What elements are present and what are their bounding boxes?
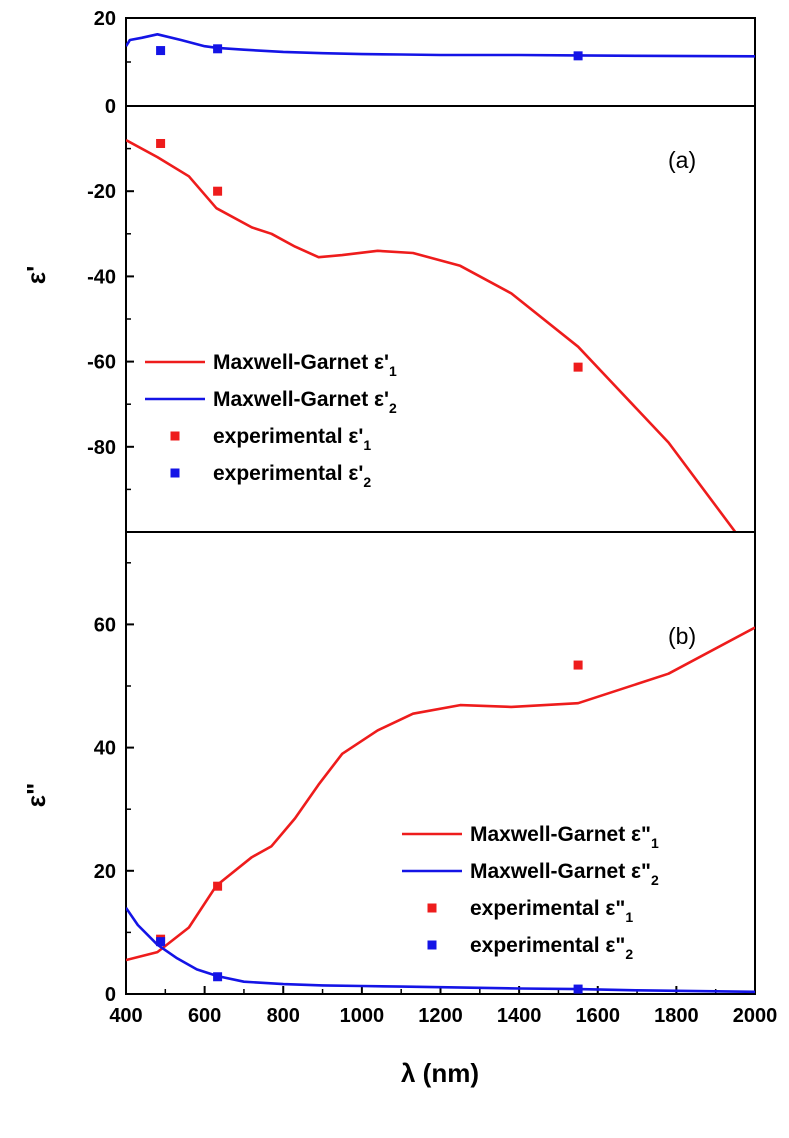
legend-label-text: Maxwell-Garnet ε" bbox=[470, 823, 651, 846]
plot-frame-a bbox=[125, 17, 756, 533]
series-0-1-line bbox=[126, 33, 755, 58]
series-1-2-point bbox=[573, 660, 583, 670]
legend-label-subscript: 2 bbox=[625, 946, 633, 962]
x-tick-label: 1000 bbox=[340, 1005, 385, 1027]
y-ticks-b bbox=[126, 562, 134, 995]
x-tick-labels: 400 600 800 1000 1200 1400 1600 1800 2000 bbox=[109, 1005, 777, 1027]
series-0-2-point bbox=[213, 186, 223, 196]
legend-label-text: experimental ε' bbox=[213, 462, 363, 485]
legend-label: experimental ε"2 bbox=[470, 934, 633, 962]
x-tick-label: 1600 bbox=[576, 1005, 621, 1027]
legend-label-text: Maxwell-Garnet ε' bbox=[213, 351, 389, 374]
legend-swatch-marker bbox=[170, 431, 180, 441]
legend-swatch-marker bbox=[427, 940, 437, 950]
x-axis-label: λ (nm) bbox=[401, 1058, 479, 1088]
panel-label-b: (b) bbox=[668, 623, 696, 649]
plot-frame-b bbox=[125, 531, 756, 995]
plot-area-b bbox=[126, 626, 755, 994]
plot-area-a bbox=[126, 33, 755, 532]
chart-panel-b: 0 20 40 60 400 600 800 1000 1200 1400 1600 1800 200… bbox=[21, 531, 777, 1088]
legend-label: Maxwell-Garnet ε"2 bbox=[470, 860, 659, 888]
y-axis-label-a: ε' bbox=[21, 266, 51, 285]
legend-label: Maxwell-Garnet ε'1 bbox=[213, 351, 397, 379]
x-tick-label: 400 bbox=[109, 1005, 142, 1027]
legend-label-text: experimental ε" bbox=[470, 897, 625, 920]
y-tick-label-a: -40 bbox=[87, 266, 116, 288]
x-tick-label: 1200 bbox=[418, 1005, 463, 1027]
series-0-3-point bbox=[213, 44, 223, 54]
legend-label-subscript: 2 bbox=[651, 872, 659, 888]
y-tick-label-b: 20 bbox=[94, 861, 116, 883]
chart-panel-a: 0 20 -20 -40 -60 -80 (a) ε' Maxwell-Garnet ε'… bbox=[21, 8, 756, 533]
series-0-2-point bbox=[156, 138, 166, 148]
x-tick-label: 600 bbox=[188, 1005, 221, 1027]
series-0-2-point bbox=[573, 362, 583, 372]
series-1-3-point bbox=[156, 937, 166, 947]
legend-label: experimental ε'1 bbox=[213, 425, 371, 453]
legend-swatch-marker bbox=[170, 468, 180, 478]
legend-label: Maxwell-Garnet ε'2 bbox=[213, 388, 397, 416]
y-tick-label-a: -60 bbox=[87, 352, 116, 374]
legend-swatch-marker bbox=[427, 903, 437, 913]
series-1-3-point bbox=[213, 972, 223, 982]
y-tick-label-b: 0 bbox=[105, 984, 116, 1006]
series-0-0-line bbox=[126, 138, 737, 532]
legend-label-subscript: 2 bbox=[389, 400, 397, 416]
series-1-0-line bbox=[126, 626, 755, 962]
panel-label-a: (a) bbox=[668, 147, 696, 173]
x-tick-label: 1800 bbox=[654, 1005, 699, 1027]
series-0-3-point bbox=[156, 46, 166, 56]
y-tick-label-b: 60 bbox=[94, 614, 116, 636]
y-tick-label-a: -80 bbox=[87, 437, 116, 459]
legend-label-text: experimental ε" bbox=[470, 934, 625, 957]
series-1-3-point bbox=[573, 984, 583, 994]
series-1-1-line bbox=[126, 907, 755, 994]
legend-label-subscript: 1 bbox=[651, 835, 659, 851]
y-tick-label-a: -20 bbox=[87, 181, 116, 203]
legend-label-subscript: 1 bbox=[363, 437, 371, 453]
legend-label-text: Maxwell-Garnet ε' bbox=[213, 388, 389, 411]
legend-label: Maxwell-Garnet ε"1 bbox=[470, 823, 659, 851]
y-tick-labels-b: 0 20 40 60 bbox=[94, 614, 116, 1006]
legend-label: experimental ε"1 bbox=[470, 897, 633, 925]
y-axis-label-b: ε" bbox=[21, 783, 51, 808]
legend-label-subscript: 2 bbox=[363, 474, 371, 490]
series-0-3-point bbox=[573, 51, 583, 61]
y-tick-label-a: 0 bbox=[105, 96, 116, 118]
y-tick-labels-a: 0 20 -20 -40 -60 -80 bbox=[87, 8, 116, 459]
legend-label: experimental ε'2 bbox=[213, 462, 371, 490]
x-tick-label: 1400 bbox=[497, 1005, 542, 1027]
legend-label-subscript: 1 bbox=[389, 363, 397, 379]
y-tick-label-a: 20 bbox=[94, 8, 116, 30]
legend-label-text: experimental ε' bbox=[213, 425, 363, 448]
series-1-2-point bbox=[213, 881, 223, 891]
x-tick-label: 2000 bbox=[733, 1005, 778, 1027]
x-tick-label: 800 bbox=[267, 1005, 300, 1027]
y-ticks-a bbox=[126, 17, 134, 491]
legend-label-subscript: 1 bbox=[625, 909, 633, 925]
y-tick-label-b: 40 bbox=[94, 738, 116, 760]
legend-label-text: Maxwell-Garnet ε" bbox=[470, 860, 651, 883]
